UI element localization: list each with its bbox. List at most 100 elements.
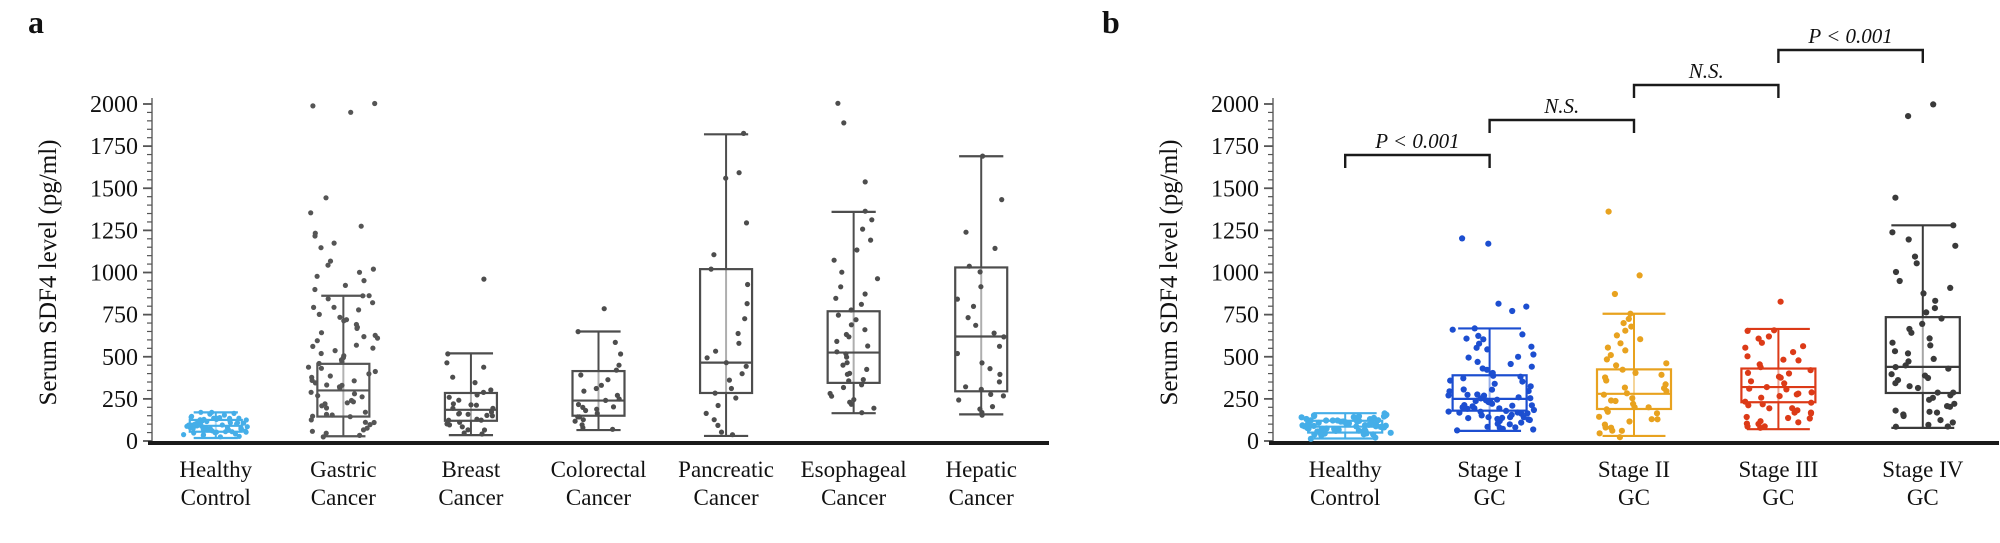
data-point (978, 386, 984, 392)
data-point (1362, 422, 1369, 429)
scatter-colorectal-cancer (572, 306, 624, 432)
data-point (1355, 413, 1363, 420)
y-tick-label: 1000 (90, 261, 138, 287)
x-category-label: Hepatic (945, 457, 1017, 482)
data-point (1763, 384, 1770, 391)
data-point (1350, 414, 1357, 421)
data-point (468, 402, 474, 408)
data-point (711, 417, 717, 423)
data-point (829, 393, 835, 399)
data-point (616, 362, 622, 368)
data-point (840, 362, 846, 368)
data-point (480, 389, 487, 395)
data-point (1377, 423, 1384, 430)
data-point (212, 429, 218, 436)
data-point (1745, 402, 1752, 409)
data-point (325, 262, 331, 268)
data-point (331, 304, 337, 310)
data-point (465, 411, 471, 417)
data-point (728, 385, 735, 392)
panel-b: 0 250 500 750 1000 1250 1500 1750 2000 Serum SDF4… (1156, 24, 1999, 510)
data-point (1482, 397, 1490, 404)
data-point (456, 397, 462, 403)
data-point (339, 359, 345, 365)
data-point (1353, 423, 1360, 430)
data-point (1464, 391, 1471, 398)
significance-label: N.S. (1688, 59, 1724, 83)
data-point (351, 391, 358, 397)
data-point (481, 364, 487, 370)
data-point (1919, 320, 1926, 327)
significance-bracket (1344, 153, 1491, 168)
panel-label-b: b (1102, 4, 1120, 40)
data-point (459, 424, 465, 430)
data-point (207, 426, 213, 432)
data-point (1947, 284, 1954, 291)
data-point (723, 175, 729, 181)
data-point (1382, 422, 1389, 429)
data-point (370, 345, 376, 351)
data-point (243, 429, 249, 435)
data-point (715, 402, 721, 409)
group-stage-iii-gc (1740, 298, 1817, 431)
y-tick-label: 750 (1223, 303, 1259, 329)
data-point (478, 417, 484, 423)
data-point (1490, 372, 1497, 379)
data-point (1507, 360, 1514, 368)
data-point (1616, 434, 1623, 441)
data-point (367, 422, 373, 428)
data-point (987, 366, 993, 372)
significance-label: P < 0.001 (1374, 129, 1459, 153)
data-point (1766, 405, 1773, 412)
data-point (729, 432, 736, 438)
data-point (310, 343, 316, 349)
data-point (736, 170, 742, 176)
data-point (1485, 240, 1492, 247)
data-point (1892, 268, 1900, 276)
data-point (1528, 363, 1535, 370)
data-point (874, 276, 881, 282)
data-point (581, 388, 587, 394)
data-point (308, 210, 314, 216)
data-point (350, 399, 356, 405)
data-point (446, 422, 453, 428)
data-point (1892, 423, 1899, 430)
data-point (711, 252, 717, 258)
data-point (1530, 406, 1537, 414)
data-point (992, 245, 998, 251)
data-point (1454, 427, 1461, 434)
data-point (1625, 315, 1632, 322)
data-point (616, 396, 622, 402)
y-tick-label: 250 (102, 387, 138, 413)
data-point (1629, 395, 1636, 402)
data-point (1506, 421, 1513, 428)
data-point (708, 266, 714, 272)
data-point (1791, 409, 1798, 416)
data-point (1930, 101, 1937, 108)
data-point (445, 351, 451, 357)
data-point (1509, 307, 1516, 315)
data-point (735, 330, 741, 337)
data-point (1742, 344, 1749, 351)
data-point (1515, 394, 1522, 401)
data-point (862, 208, 868, 214)
data-point (846, 334, 852, 340)
data-point (1488, 386, 1496, 393)
data-point (996, 379, 1003, 385)
data-point (465, 427, 471, 433)
data-point (1607, 352, 1614, 359)
y-tick-label: 0 (126, 429, 138, 455)
data-point (613, 367, 620, 373)
data-point (1926, 396, 1933, 403)
data-point (1621, 384, 1628, 391)
data-point (973, 322, 979, 328)
data-point (1658, 371, 1665, 378)
x-category-label: Gastric (310, 457, 376, 482)
data-point (1617, 340, 1624, 347)
data-point (1471, 325, 1478, 332)
data-point (594, 406, 600, 412)
data-point (1509, 402, 1516, 409)
data-point (610, 404, 617, 410)
data-point (1485, 414, 1492, 421)
data-point (227, 415, 233, 421)
